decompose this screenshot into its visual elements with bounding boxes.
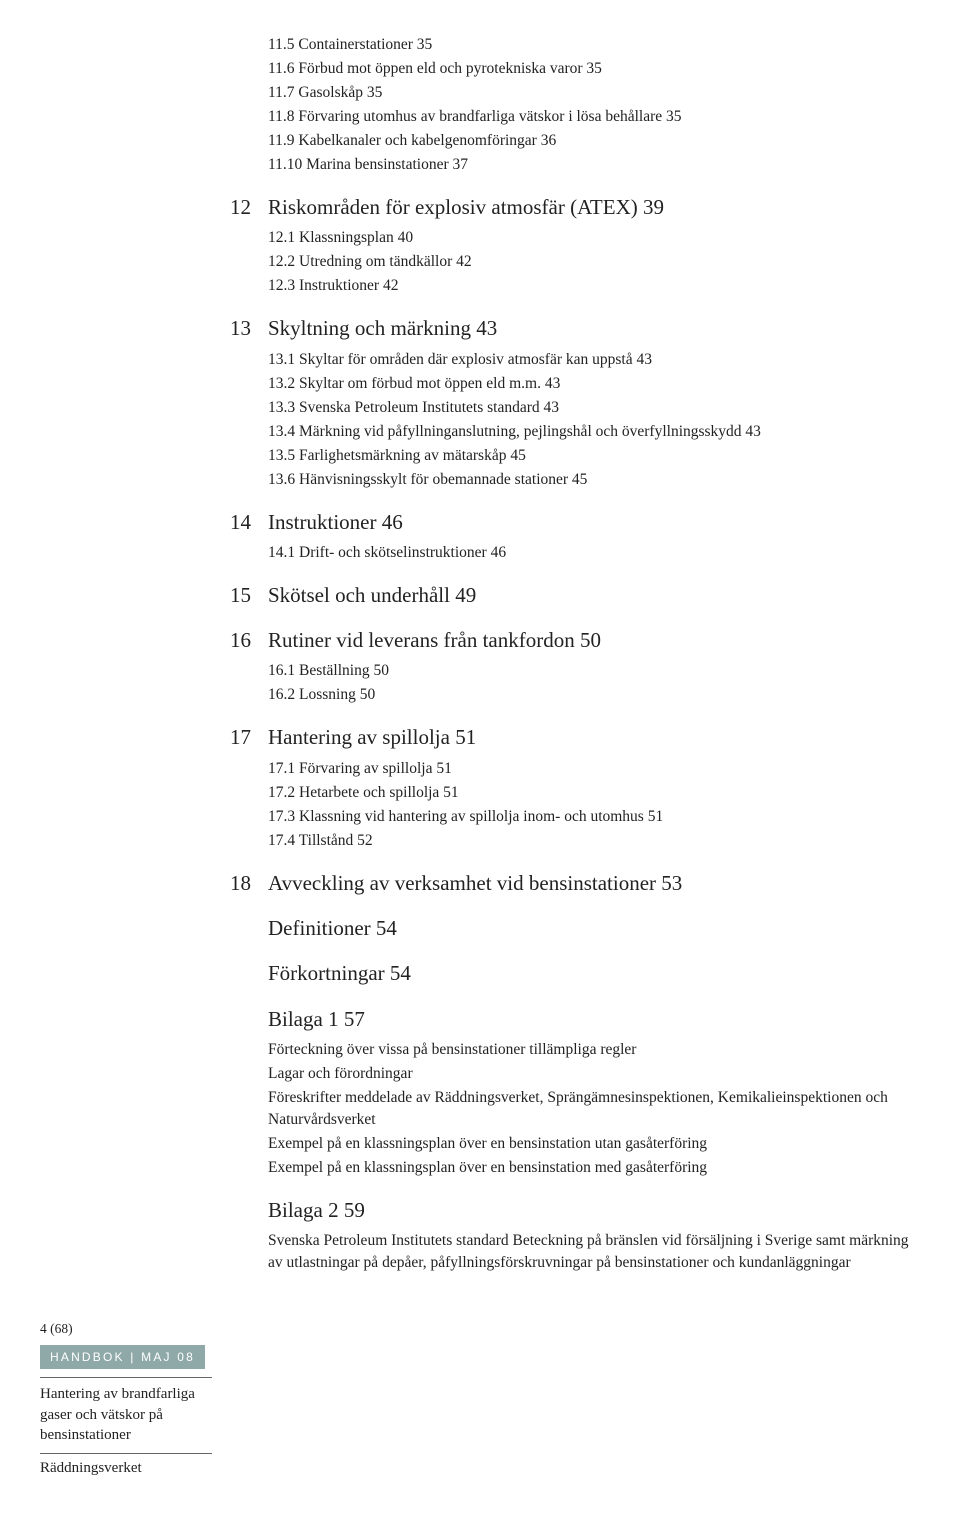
toc-section: 12Riskområden för explosiv atmosfär (ATE… — [230, 194, 920, 221]
toc-section: 16Rutiner vid leverans från tankfordon 5… — [230, 627, 920, 654]
toc-sub-item: 13.5 Farlighetsmärkning av mätarskåp 45 — [268, 445, 920, 467]
toc-section-number: 12 — [230, 195, 268, 220]
toc-section: 18Avveckling av verksamhet vid bensinsta… — [230, 870, 920, 897]
toc-section-title: Bilaga 1 57 — [268, 1006, 920, 1033]
toc-section: 13Skyltning och märkning 43 — [230, 315, 920, 342]
toc-sub-item: 11.8 Förvaring utomhus av brandfarliga v… — [268, 106, 920, 128]
toc-section-title: Hantering av spillolja 51 — [268, 724, 476, 751]
toc-sub-item: 13.6 Hänvisningsskylt för obemannade sta… — [268, 469, 920, 491]
handbok-badge: HANDBOK | MAJ 08 — [40, 1345, 205, 1369]
toc-sub-item: 12.2 Utredning om tändkällor 42 — [268, 251, 920, 273]
table-of-contents: 11.5 Containerstationer 3511.6 Förbud mo… — [230, 34, 920, 1274]
toc-sub-item: 17.3 Klassning vid hantering av spillolj… — [268, 806, 920, 828]
footer-rule-bottom — [40, 1453, 212, 1454]
toc-section-title: Bilaga 2 59 — [268, 1197, 920, 1224]
toc-section-title: Förkortningar 54 — [268, 960, 920, 987]
toc-section-number: 13 — [230, 316, 268, 341]
footer-org: Räddningsverket — [40, 1460, 220, 1477]
toc-description: Exempel på en klassningsplan över en ben… — [268, 1133, 920, 1155]
toc-section: 15Skötsel och underhåll 49 — [230, 582, 920, 609]
toc-section: 17Hantering av spillolja 51 — [230, 724, 920, 751]
toc-description: Föreskrifter meddelade av Räddningsverke… — [268, 1087, 920, 1131]
toc-sub-item: 17.1 Förvaring av spillolja 51 — [268, 758, 920, 780]
toc-section-title: Rutiner vid leverans från tankfordon 50 — [268, 627, 601, 654]
toc-sub-item: 11.9 Kabelkanaler och kabelgenomföringar… — [268, 130, 920, 152]
toc-section: 14Instruktioner 46 — [230, 509, 920, 536]
toc-sub-item: 17.2 Hetarbete och spillolja 51 — [268, 782, 920, 804]
toc-section-number: 14 — [230, 510, 268, 535]
toc-sub-item: 16.2 Lossning 50 — [268, 684, 920, 706]
toc-sub-item: 14.1 Drift- och skötselinstruktioner 46 — [268, 542, 920, 564]
toc-sub-item: 16.1 Beställning 50 — [268, 660, 920, 682]
toc-section-title: Skyltning och märkning 43 — [268, 315, 497, 342]
toc-sub-item: 13.4 Märkning vid påfyllninganslutning, … — [268, 421, 920, 443]
toc-sub-item: 11.7 Gasolskåp 35 — [268, 82, 920, 104]
footer-title: Hantering av brandfarliga gaser och väts… — [40, 1384, 220, 1445]
toc-sub-item: 11.6 Förbud mot öppen eld och pyroteknis… — [268, 58, 920, 80]
page: 11.5 Containerstationer 3511.6 Förbud mo… — [0, 0, 960, 1519]
toc-sub-item: 11.10 Marina bensinstationer 37 — [268, 154, 920, 176]
toc-section-number: 18 — [230, 871, 268, 896]
footer-block: 4 (68) HANDBOK | MAJ 08 Hantering av bra… — [40, 1321, 220, 1477]
toc-section-number: 17 — [230, 725, 268, 750]
toc-description: Lagar och förordningar — [268, 1063, 920, 1085]
toc-sub-item: 13.2 Skyltar om förbud mot öppen eld m.m… — [268, 373, 920, 395]
toc-sub-item: 12.1 Klassningsplan 40 — [268, 227, 920, 249]
toc-section-number: 16 — [230, 628, 268, 653]
toc-section-title: Riskområden för explosiv atmosfär (ATEX)… — [268, 194, 664, 221]
toc-sub-item: 17.4 Tillstånd 52 — [268, 830, 920, 852]
toc-description: Förteckning över vissa på bensinstatione… — [268, 1039, 920, 1061]
toc-sub-item: 11.5 Containerstationer 35 — [268, 34, 920, 56]
toc-section-title: Instruktioner 46 — [268, 509, 403, 536]
toc-section-title: Definitioner 54 — [268, 915, 920, 942]
toc-section-title: Avveckling av verksamhet vid bensinstati… — [268, 870, 682, 897]
toc-description: Exempel på en klassningsplan över en ben… — [268, 1157, 920, 1179]
toc-description: Svenska Petroleum Institutets standard B… — [268, 1230, 920, 1274]
toc-section-number: 15 — [230, 583, 268, 608]
footer-rule-top — [40, 1377, 212, 1378]
toc-sub-item: 13.1 Skyltar för områden där explosiv at… — [268, 349, 920, 371]
toc-sub-item: 13.3 Svenska Petroleum Institutets stand… — [268, 397, 920, 419]
toc-section-title: Skötsel och underhåll 49 — [268, 582, 476, 609]
page-number: 4 (68) — [40, 1321, 220, 1337]
toc-sub-item: 12.3 Instruktioner 42 — [268, 275, 920, 297]
